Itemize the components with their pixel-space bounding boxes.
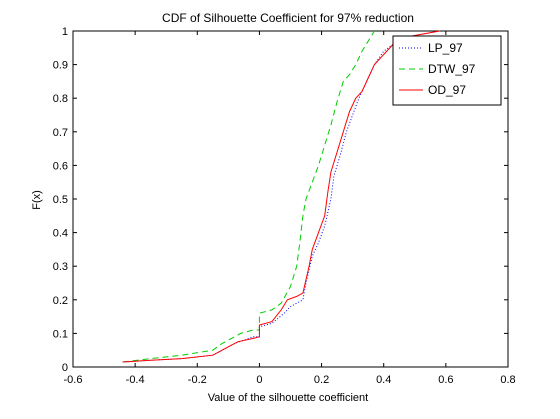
x-tick-label: 0.4 — [376, 374, 391, 386]
legend-label: DTW_97 — [428, 62, 476, 76]
series-group — [122, 30, 440, 363]
y-tick-label: 0.3 — [53, 261, 68, 273]
y-tick-label: 1 — [62, 26, 68, 38]
legend: LP_97 DTW_97 OD_97 — [392, 35, 502, 106]
y-tick-label: 0.9 — [53, 60, 68, 72]
y-tick-label: 0.7 — [53, 127, 68, 139]
legend-label: LP_97 — [428, 41, 463, 55]
x-axis-label: Value of the silhouette coefficient — [208, 392, 368, 404]
x-tick-label: 0.6 — [438, 374, 453, 386]
chart-title: CDF of Silhouette Coefficient for 97% re… — [162, 11, 414, 25]
series-line-dtw-97 — [122, 30, 375, 363]
legend-label: OD_97 — [428, 83, 466, 97]
axes-group: -0.6 -0.4 -0.2 0 0.2 0.4 0.6 0.8 0 0.1 0.2 0.3 0.4 0.… — [53, 26, 516, 386]
x-tick-label: -0.4 — [126, 374, 145, 386]
y-tick-label: 0.5 — [53, 194, 68, 206]
y-tick-label: 0.6 — [53, 160, 68, 172]
x-tick-label: 0.2 — [314, 374, 329, 386]
y-tick-label: 0 — [62, 362, 68, 374]
x-tick-label: 0 — [256, 374, 262, 386]
x-tick-label: -0.6 — [64, 374, 83, 386]
x-tick-label: -0.2 — [188, 374, 207, 386]
y-axis-label: F(x) — [31, 190, 43, 210]
x-tick-label: 0.8 — [500, 374, 515, 386]
y-tick-label: 0.8 — [53, 93, 68, 105]
y-tick-label: 0.1 — [53, 328, 68, 340]
y-tick-label: 0.2 — [53, 295, 68, 307]
series-line-od-97 — [122, 30, 440, 363]
y-tick-label: 0.4 — [53, 228, 68, 240]
